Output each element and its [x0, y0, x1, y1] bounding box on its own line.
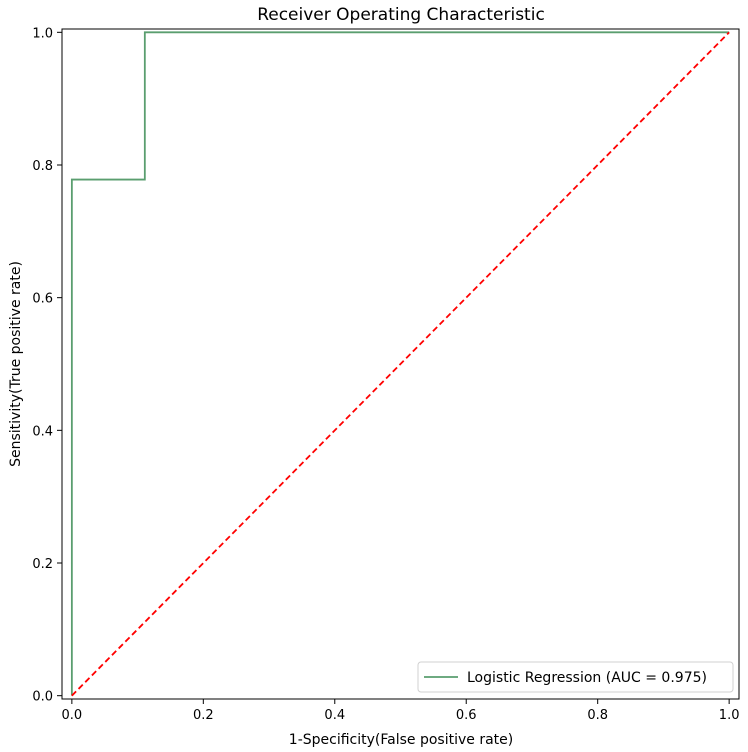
plot-frame	[61, 28, 740, 700]
legend-label: Logistic Regression (AUC = 0.975)	[467, 670, 707, 686]
legend-box	[417, 661, 734, 693]
y-axis-label: Sensitivity(True positive rate)	[8, 261, 24, 467]
x-tick-label: 0.6	[456, 708, 477, 723]
y-tick-label: 0.8	[32, 159, 53, 174]
y-tick-label: 1.0	[32, 26, 53, 41]
x-axis-label: 1-Specificity(False positive rate)	[289, 732, 513, 748]
x-tick-label: 0.0	[62, 708, 83, 723]
x-tick-label: 0.2	[193, 708, 214, 723]
ticks-layer: 0.0 0.2 0.4 0.6 0.8 1.0 0.0 0.2 0.4 0.6 0.8 1.0	[32, 26, 739, 723]
chance-line	[71, 31, 730, 697]
y-tick-label: 0.6	[32, 292, 53, 307]
legend: Logistic Regression (AUC = 0.975)	[417, 661, 734, 693]
y-tick-label: 0.0	[32, 690, 53, 705]
chart-title: Receiver Operating Characteristic	[257, 5, 545, 25]
x-tick-label: 1.0	[719, 708, 740, 723]
y-tick-label: 0.2	[32, 557, 53, 572]
roc-curve-line	[70, 31, 730, 696]
y-tick-label: 0.4	[32, 424, 53, 439]
series-layer	[70, 31, 730, 697]
x-tick-label: 0.4	[324, 708, 345, 723]
x-tick-label: 0.8	[587, 708, 608, 723]
